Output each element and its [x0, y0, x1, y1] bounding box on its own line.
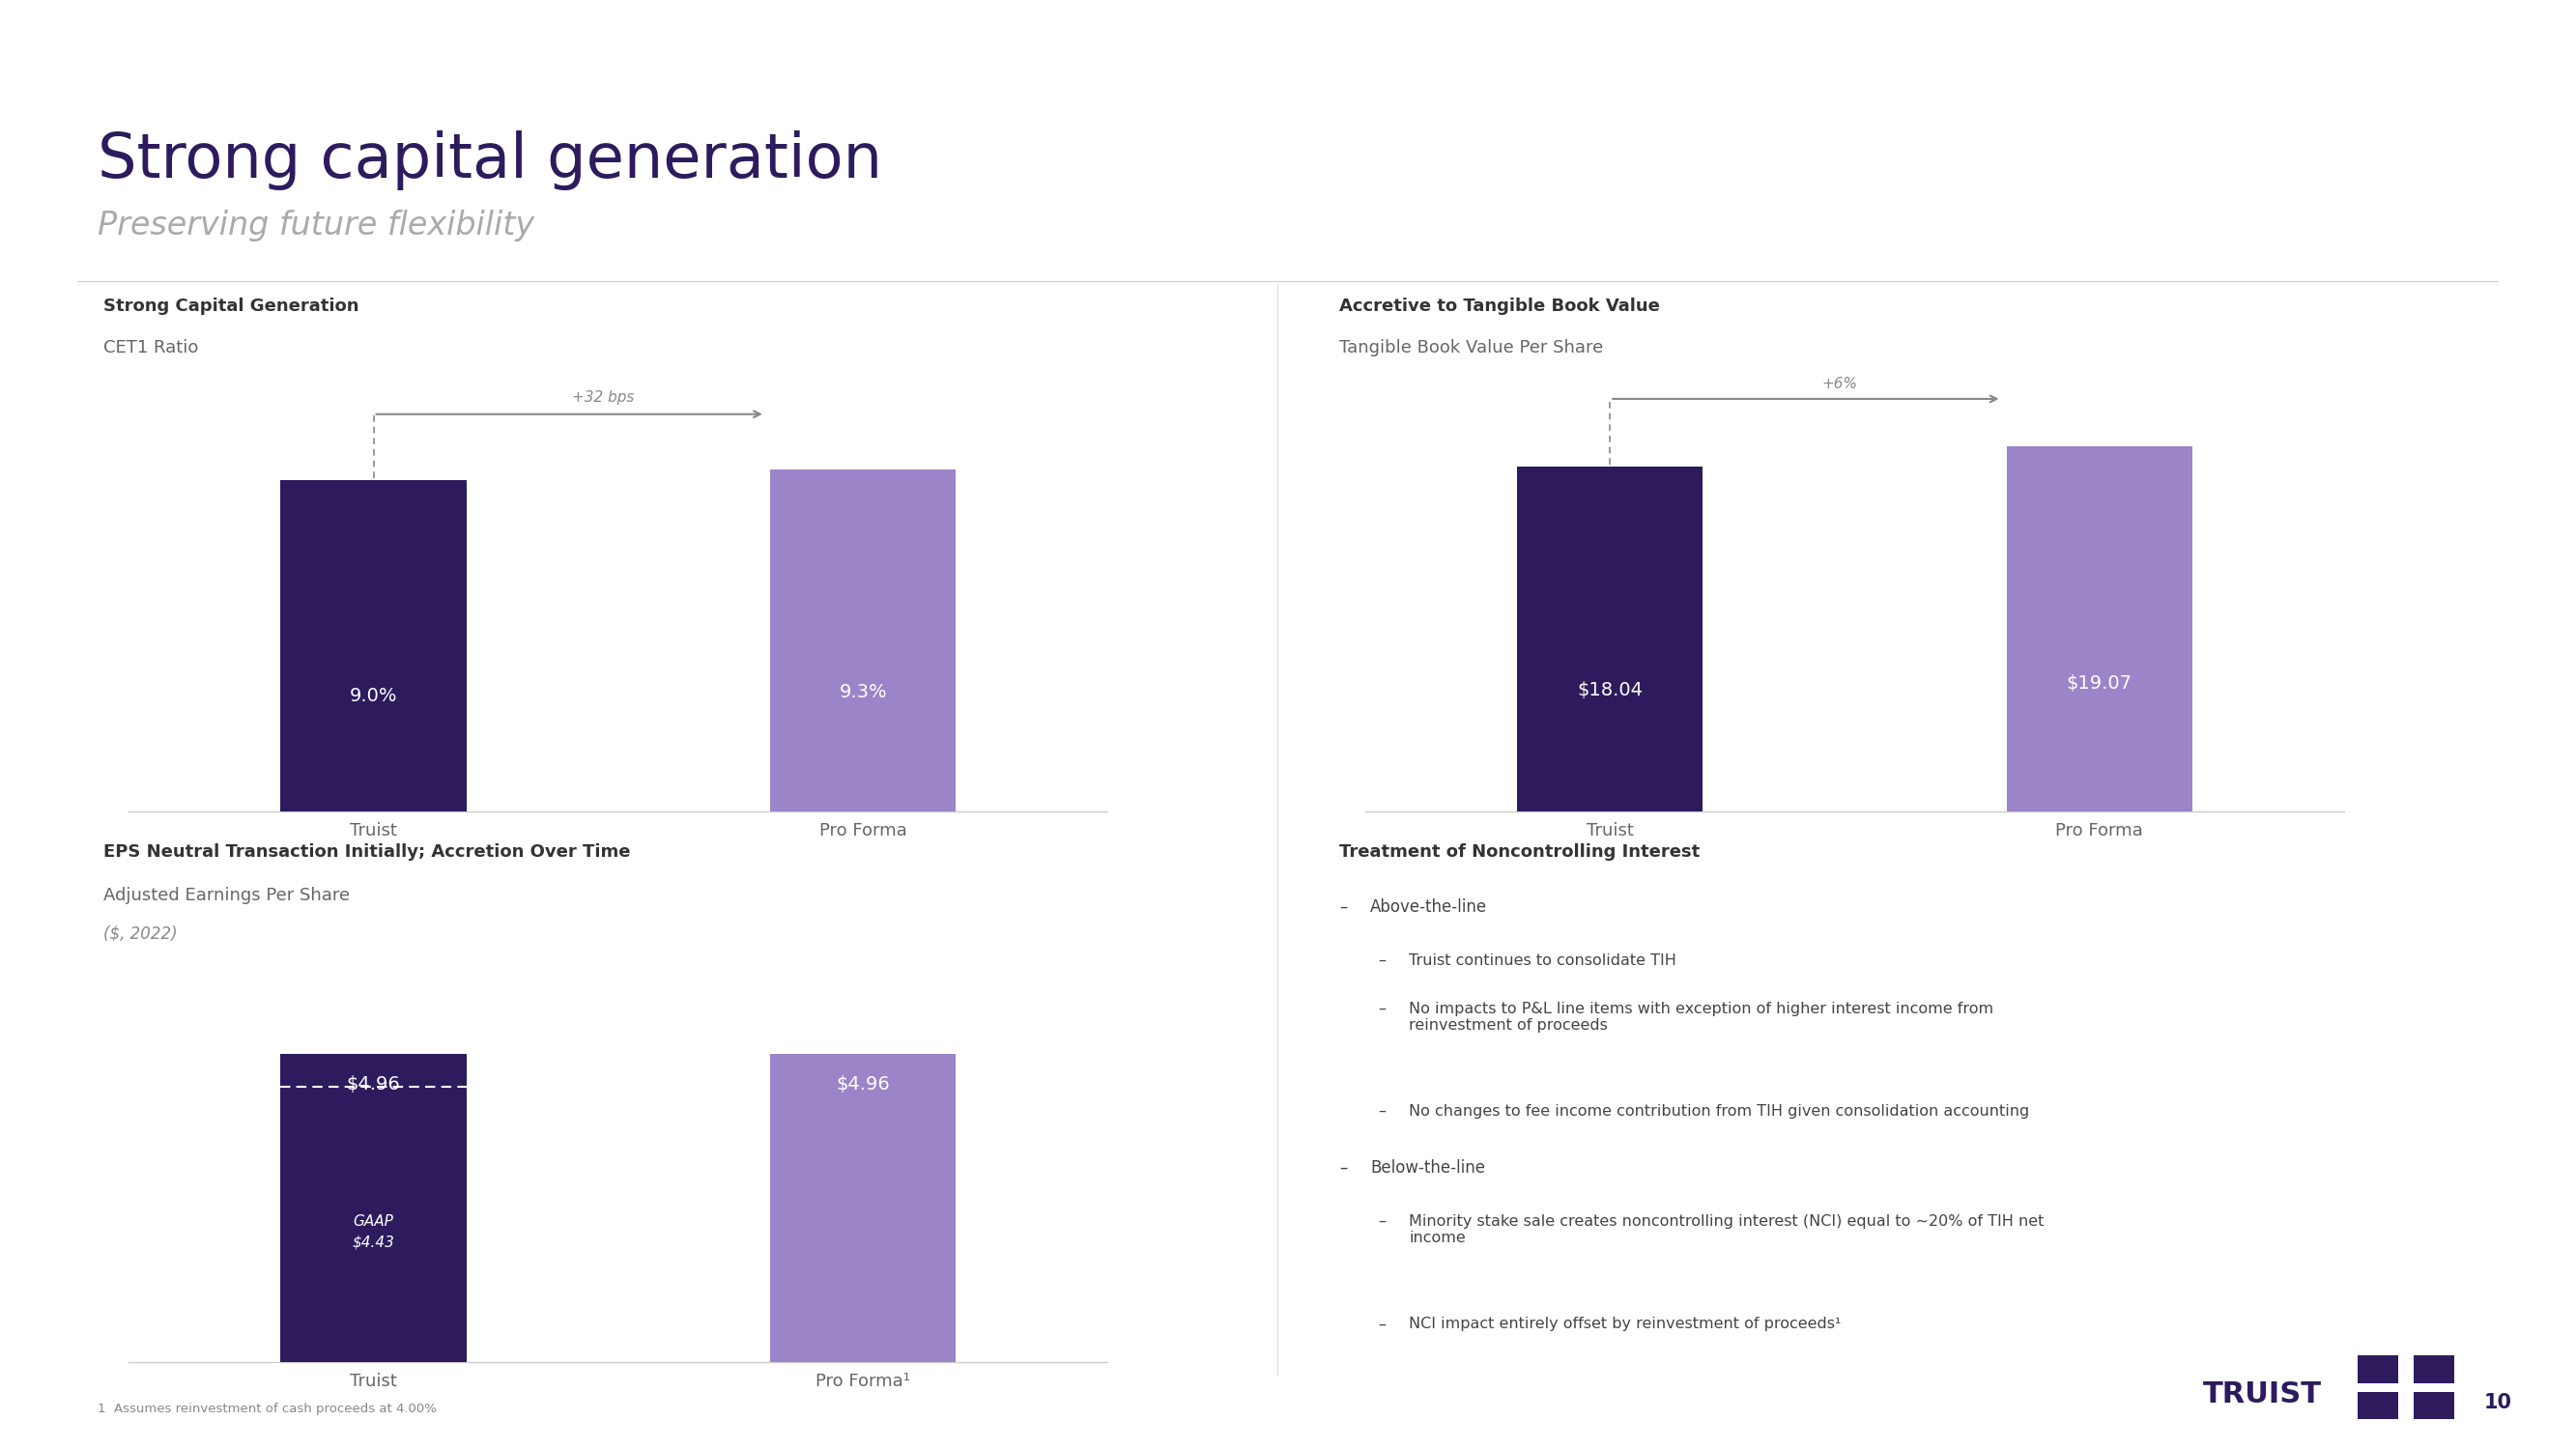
Text: –: –	[1340, 898, 1347, 916]
Text: $4.96: $4.96	[837, 1075, 889, 1094]
Text: Below-the-line: Below-the-line	[1370, 1159, 1486, 1177]
Text: 9.0%: 9.0%	[350, 687, 397, 704]
Bar	[1517, 467, 1703, 811]
Bar	[281, 1053, 466, 1362]
Text: No changes to fee income contribution from TIH given consolidation accounting: No changes to fee income contribution fr…	[1409, 1104, 2030, 1119]
Text: Strong capital generation: Strong capital generation	[98, 130, 884, 190]
Text: Tangible Book Value Per Share: Tangible Book Value Per Share	[1340, 339, 1602, 356]
Bar	[2357, 1391, 2398, 1420]
Bar	[770, 469, 956, 811]
Text: –: –	[1378, 1104, 1386, 1119]
Text: $18.04: $18.04	[1577, 681, 1643, 700]
Text: Above-the-line: Above-the-line	[1370, 898, 1486, 916]
Text: 1  Assumes reinvestment of cash proceeds at 4.00%: 1 Assumes reinvestment of cash proceeds …	[98, 1403, 438, 1416]
Bar	[2414, 1391, 2455, 1420]
Text: Preserving future flexibility: Preserving future flexibility	[98, 210, 536, 242]
Text: 9.3%: 9.3%	[840, 682, 886, 701]
Text: $19.07: $19.07	[2066, 675, 2133, 693]
Text: TRUIST: TRUIST	[2202, 1381, 2321, 1408]
Text: GAAP: GAAP	[353, 1214, 394, 1229]
Bar	[2007, 446, 2192, 811]
Text: Adjusted Earnings Per Share: Adjusted Earnings Per Share	[103, 887, 350, 904]
Text: $4.96: $4.96	[348, 1075, 399, 1094]
Bar	[281, 481, 466, 811]
Text: +6%: +6%	[1821, 377, 1857, 391]
Text: ($, 2022): ($, 2022)	[103, 924, 178, 942]
Text: –: –	[1378, 1001, 1386, 1016]
Text: Accretive to Tangible Book Value: Accretive to Tangible Book Value	[1340, 297, 1659, 314]
Text: CET1 Ratio: CET1 Ratio	[103, 339, 198, 356]
Text: Minority stake sale creates noncontrolling interest (NCI) equal to ~20% of TIH n: Minority stake sale creates noncontrolli…	[1409, 1214, 2045, 1246]
Bar	[770, 1053, 956, 1362]
Text: 10: 10	[2483, 1394, 2512, 1413]
Text: Truist continues to consolidate TIH: Truist continues to consolidate TIH	[1409, 953, 1677, 968]
Text: –: –	[1340, 1159, 1347, 1177]
Text: –: –	[1378, 953, 1386, 968]
Text: EPS Neutral Transaction Initially; Accretion Over Time: EPS Neutral Transaction Initially; Accre…	[103, 843, 631, 861]
Text: +32 bps: +32 bps	[572, 391, 634, 404]
Text: Strong Capital Generation: Strong Capital Generation	[103, 297, 358, 314]
Text: $4.43: $4.43	[353, 1235, 394, 1249]
Text: Treatment of Noncontrolling Interest: Treatment of Noncontrolling Interest	[1340, 843, 1700, 861]
Text: No impacts to P&L line items with exception of higher interest income from
reinv: No impacts to P&L line items with except…	[1409, 1001, 1994, 1033]
Bar	[2357, 1356, 2398, 1382]
Text: –: –	[1378, 1317, 1386, 1332]
Text: NCI impact entirely offset by reinvestment of proceeds¹: NCI impact entirely offset by reinvestme…	[1409, 1317, 1842, 1332]
Text: –: –	[1378, 1214, 1386, 1229]
Bar	[2414, 1356, 2455, 1382]
